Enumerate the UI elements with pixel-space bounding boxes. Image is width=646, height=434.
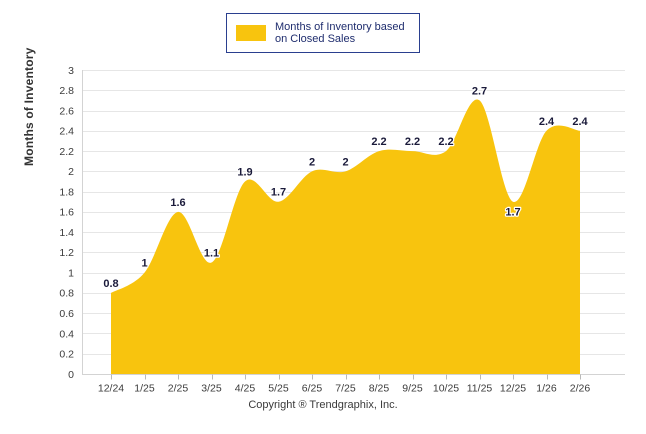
x-tick-label: 8/25 bbox=[369, 383, 390, 395]
x-tick-label: 9/25 bbox=[402, 383, 423, 395]
legend-swatch-months-of-inventory bbox=[236, 25, 266, 41]
data-point-label: 2 bbox=[342, 156, 348, 168]
data-labels: 0.8 1 1.6 1.1 1.9 1.7 2 2 2.2 2.2 2.2 2.7 1.7 2.4 2.4 bbox=[102, 84, 590, 291]
chart-legend: Months of Inventory based on Closed Sale… bbox=[226, 13, 420, 53]
y-tick-label: 1.2 bbox=[59, 247, 74, 259]
x-tick-label: 7/25 bbox=[335, 383, 356, 395]
y-tick-label: 3 bbox=[68, 65, 74, 77]
x-tick-label: 10/25 bbox=[433, 383, 459, 395]
legend-label: Months of Inventory based on Closed Sale… bbox=[275, 20, 405, 46]
x-tick-label: 1/26 bbox=[536, 383, 557, 395]
x-tick-label: 12/25 bbox=[500, 383, 526, 395]
y-tick-label: 2.8 bbox=[59, 85, 74, 97]
y-tick-label: 2.6 bbox=[59, 105, 74, 117]
data-point-label: 1 bbox=[141, 258, 147, 270]
data-point-label: 1.9 bbox=[237, 166, 252, 178]
y-axis-tick-labels: 3 2.8 2.6 2.4 2.2 2 1.8 1.6 1.4 1.2 1 0.8 0.6 0.4 0.2 0 bbox=[59, 65, 74, 381]
x-tick-label: 12/24 bbox=[98, 383, 124, 395]
axis-lines bbox=[82, 70, 625, 380]
data-point-label: 2.4 bbox=[572, 116, 588, 128]
x-tick-label: 2/26 bbox=[570, 383, 591, 395]
y-tick-label: 0.4 bbox=[59, 328, 74, 340]
y-tick-label: 0 bbox=[68, 369, 74, 381]
data-point-label: 1.7 bbox=[271, 187, 286, 199]
x-tick-label: 5/25 bbox=[268, 383, 289, 395]
x-tick-label: 2/25 bbox=[168, 383, 189, 395]
y-tick-label: 0.8 bbox=[59, 288, 74, 300]
data-point-label: 0.8 bbox=[103, 278, 118, 290]
y-tick-label: 2.4 bbox=[59, 126, 74, 138]
data-point-label: 1.6 bbox=[170, 197, 185, 209]
data-point-label: 2.4 bbox=[539, 116, 555, 128]
x-tick-label: 11/25 bbox=[467, 383, 493, 395]
y-tick-label: 1.6 bbox=[59, 207, 74, 219]
data-point-label: 1.7 bbox=[505, 207, 520, 219]
x-tick-label: 3/25 bbox=[201, 383, 222, 395]
y-tick-label: 2 bbox=[68, 166, 74, 178]
x-tick-label: 1/25 bbox=[134, 383, 155, 395]
copyright-notice: Copyright ® Trendgraphix, Inc. bbox=[248, 399, 398, 411]
data-point-label: 2.7 bbox=[472, 85, 487, 97]
y-tick-label: 1 bbox=[68, 267, 74, 279]
y-tick-label: 1.8 bbox=[59, 186, 74, 198]
x-tick-label: 6/25 bbox=[302, 383, 323, 395]
x-tick-label: 4/25 bbox=[235, 383, 256, 395]
y-tick-label: 0.6 bbox=[59, 308, 74, 320]
y-tick-label: 0.2 bbox=[59, 349, 74, 361]
y-tick-label: 1.4 bbox=[59, 227, 74, 239]
data-point-label: 1.1 bbox=[204, 248, 219, 260]
data-point-label: 2.2 bbox=[405, 136, 420, 148]
data-point-label: 2.2 bbox=[438, 136, 453, 148]
x-axis-tick-labels: 12/24 1/25 2/25 3/25 4/25 5/25 6/25 7/25 8/25 9/2… bbox=[98, 383, 591, 395]
area-series-months-of-inventory bbox=[111, 99, 580, 374]
data-point-label: 2 bbox=[309, 156, 315, 168]
y-tick-label: 2.2 bbox=[59, 146, 74, 158]
data-point-label: 2.2 bbox=[371, 136, 386, 148]
